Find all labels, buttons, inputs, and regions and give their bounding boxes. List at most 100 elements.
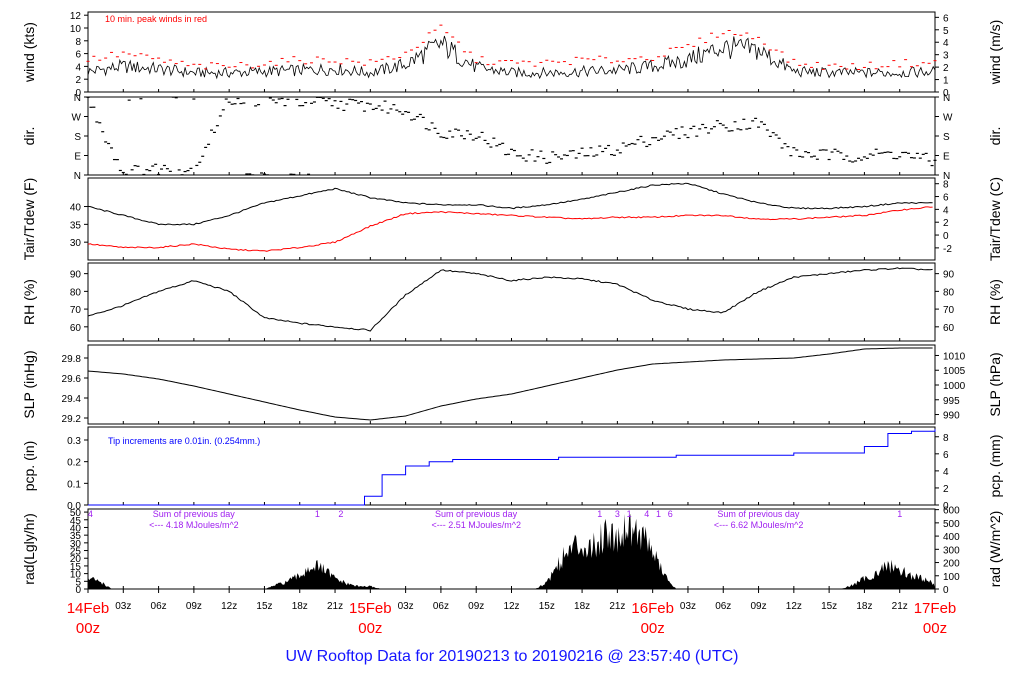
x-hour-label: 12z <box>786 601 802 612</box>
slp-left-tick-label: 29.2 <box>62 414 82 425</box>
x-hour-label: 15z <box>539 601 555 612</box>
x-hour-label: 03z <box>115 601 131 612</box>
x-hour-label: 06z <box>151 601 167 612</box>
rh-right-tick-label: 90 <box>943 270 955 281</box>
x-day-label: 17Feb <box>914 600 957 617</box>
dir-left-tick-label: N <box>74 93 81 104</box>
rad-left-tick-label: 45 <box>70 516 82 527</box>
x-day-hour-label: 00z <box>358 620 382 637</box>
x-hour-label: 15z <box>821 601 837 612</box>
pcp-tip-marker: 4 <box>88 509 93 519</box>
x-hour-label: 18z <box>292 601 308 612</box>
x-hour-label: 12z <box>503 601 519 612</box>
temp-right-tick-label: -2 <box>943 244 952 255</box>
temp-right-tick-label: 0 <box>943 231 949 242</box>
pcp-series-line <box>88 429 936 506</box>
slp-right-tick-label: 1000 <box>943 381 966 392</box>
x-hour-label: 15z <box>256 601 272 612</box>
rad-left-tick-label: 30 <box>70 539 82 550</box>
temp-ylabel-right: Tair/Tdew (C) <box>987 177 1003 261</box>
x-hour-label: 18z <box>574 601 590 612</box>
x-hour-label: 09z <box>468 601 484 612</box>
dir-right-tick-label: N <box>943 171 950 182</box>
pcp-right-tick-label: 4 <box>943 467 949 478</box>
rad-right-tick-label: 400 <box>943 532 960 543</box>
rad-left-tick-label: 40 <box>70 523 82 534</box>
rad-left-tick-label: 25 <box>70 547 82 558</box>
x-day-label: 16Feb <box>631 600 674 617</box>
rad-right-tick-label: 600 <box>943 506 960 517</box>
rad-left-tick-label: 20 <box>70 554 82 565</box>
rh-right-tick-label: 70 <box>943 305 955 316</box>
pcp-annotation: Tip increments are 0.01in. (0.254mm.) <box>108 436 260 446</box>
temp-left-tick-label: 35 <box>70 220 82 231</box>
wind-annotation: 10 min. peak winds in red <box>105 14 207 24</box>
x-hour-label: 03z <box>398 601 414 612</box>
wind-right-tick-label: 5 <box>943 26 949 37</box>
pcp-left-tick-label: 0.1 <box>67 479 81 490</box>
wind-right-tick-label: 3 <box>943 51 949 62</box>
slp-ylabel-right: SLP (hPa) <box>987 352 1003 416</box>
rh-ylabel: RH (%) <box>21 279 37 325</box>
rh-panel-frame <box>87 262 936 342</box>
pcp-right-tick-label: 2 <box>943 484 949 495</box>
rh-left-tick-label: 60 <box>70 323 82 334</box>
wind-left-tick-label: 10 <box>70 24 82 35</box>
rh-left-tick-label: 70 <box>70 305 82 316</box>
radiation-annotation: <--- 6.62 MJoules/m^2 <box>714 520 804 530</box>
wind-left-tick-label: 6 <box>75 50 81 61</box>
radiation-annotation: <--- 4.18 MJoules/m^2 <box>149 520 239 530</box>
x-hour-label: 21z <box>327 601 343 612</box>
dir-right-tick-label: W <box>943 113 953 124</box>
temp-ylabel: Tair/Tdew (F) <box>21 178 37 260</box>
slp-series-slp-line <box>87 347 933 421</box>
pcp-right-tick-label: 6 <box>943 450 949 461</box>
slp-right-tick-label: 1005 <box>943 366 966 377</box>
pcp-ylabel-right: pcp. (mm) <box>987 435 1003 498</box>
temp-right-tick-label: 8 <box>943 180 949 191</box>
rh-right-tick-label: 60 <box>943 323 955 334</box>
rh-ylabel-right: RH (%) <box>987 279 1003 325</box>
dir-left-tick-label: N <box>74 171 81 182</box>
x-hour-label: 21z <box>892 601 908 612</box>
wind-left-tick-label: 2 <box>75 75 81 86</box>
x-hour-label: 18z <box>856 601 872 612</box>
pcp-tip-marker: 3 <box>615 509 620 519</box>
rh-right-tick-label: 80 <box>943 287 955 298</box>
pcp-tip-marker: 1 <box>627 509 632 519</box>
temp-left-tick-label: 40 <box>70 203 82 214</box>
chart-title: UW Rooftop Data for 20190213 to 20190216… <box>285 648 739 665</box>
pcp-left-tick-label: 0.0 <box>67 501 81 512</box>
dir-ylabel: dir. <box>21 127 37 146</box>
rad-ylabel: rad(Lgly/hr) <box>21 513 37 585</box>
rh-left-tick-label: 90 <box>70 270 82 281</box>
wind-ylabel: wind (kts) <box>21 22 37 83</box>
rad-left-tick-label: 5 <box>75 577 81 588</box>
pcp-tip-marker: 4 <box>644 509 649 519</box>
temp-right-tick-label: 6 <box>943 193 949 204</box>
wind-right-tick-label: 2 <box>943 63 949 74</box>
pcp-left-tick-label: 0.3 <box>67 436 81 447</box>
dir-ylabel-right: dir. <box>987 127 1003 146</box>
wind-right-tick-label: 6 <box>943 13 949 24</box>
rad-right-tick-label: 100 <box>943 572 960 583</box>
pcp-tip-marker: 1 <box>656 509 661 519</box>
x-hour-label: 12z <box>221 601 237 612</box>
temp-right-tick-label: 2 <box>943 218 949 229</box>
rh-left-tick-label: 80 <box>70 287 82 298</box>
rad-left-tick-label: 10 <box>70 570 82 581</box>
slp-right-tick-label: 990 <box>943 411 960 422</box>
pcp-tip-marker: 2 <box>338 509 343 519</box>
pcp-tip-marker: 1 <box>597 509 602 519</box>
wind-right-tick-label: 4 <box>943 38 949 49</box>
x-hour-label: 09z <box>186 601 202 612</box>
temp-series-tdew-line <box>87 206 933 252</box>
rad-right-tick-label: 0 <box>943 585 949 596</box>
wind-panel-frame <box>87 11 936 93</box>
slp-left-tick-label: 29.6 <box>62 374 82 385</box>
rad-right-tick-label: 500 <box>943 519 960 530</box>
radiation-annotation: Sum of previous day <box>717 509 800 519</box>
x-hour-label: 06z <box>433 601 449 612</box>
x-day-hour-label: 00z <box>76 620 100 637</box>
dir-right-tick-label: E <box>943 152 950 163</box>
